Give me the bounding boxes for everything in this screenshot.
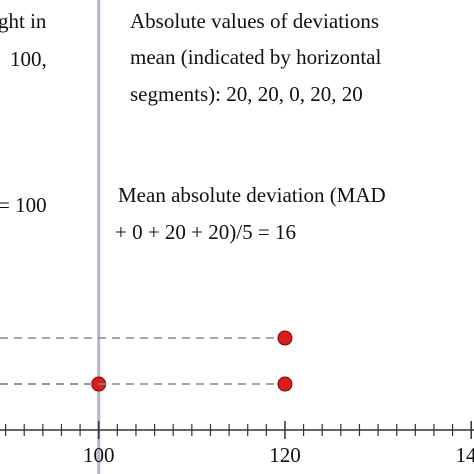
point [277, 376, 293, 392]
annotation: 100, [10, 47, 47, 71]
annotation: segments): 20, 20, 0, 20, 20 [130, 82, 363, 106]
x-tick-label: 120 [269, 443, 301, 467]
point [277, 330, 293, 346]
annotation: ght in [0, 9, 47, 33]
annotation: Mean absolute deviation (MAD [118, 183, 386, 207]
x-tick-label: 140 [455, 443, 474, 467]
x-tick-label: 100 [83, 443, 115, 467]
annotation: = 100 [0, 193, 47, 217]
annotation: mean (indicated by horizontal [130, 45, 381, 69]
annotation: + 0 + 20 + 20)/5 = 16 [115, 220, 296, 244]
annotation: Absolute values of deviations [130, 9, 379, 33]
